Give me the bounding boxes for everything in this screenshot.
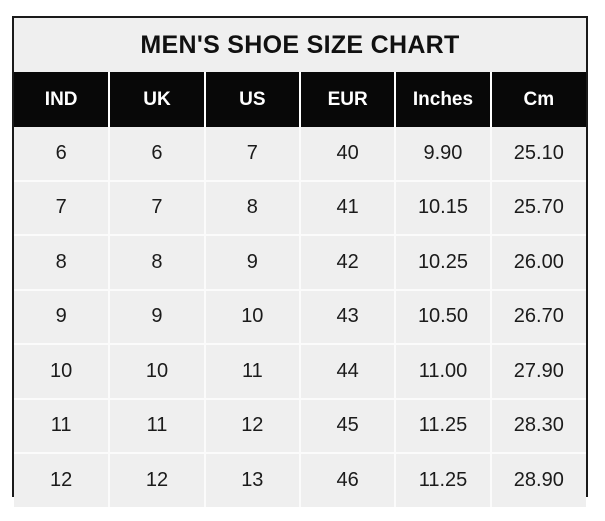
cell-ind: 12 xyxy=(14,453,111,507)
table-row: 6 6 7 40 9.90 25.10 xyxy=(14,127,586,182)
table-row: 12 12 13 46 11.25 28.90 xyxy=(14,453,586,507)
chart-title-row: MEN'S SHOE SIZE CHART xyxy=(14,18,586,72)
cell-inches: 10.25 xyxy=(395,235,492,291)
cell-eur: 41 xyxy=(299,180,397,236)
cell-cm: 27.90 xyxy=(490,344,586,400)
cell-uk: 9 xyxy=(109,289,206,345)
table-row: 11 11 12 45 11.25 28.30 xyxy=(14,398,586,454)
cell-cm: 25.70 xyxy=(490,180,586,236)
cell-inches: 10.50 xyxy=(395,289,492,345)
table-header-row: IND UK US EUR Inches Cm xyxy=(14,72,586,127)
cell-eur: 40 xyxy=(299,127,397,182)
column-header-inches: Inches xyxy=(395,72,492,127)
cell-us: 9 xyxy=(204,235,301,291)
cell-us: 7 xyxy=(204,127,301,182)
cell-us: 13 xyxy=(204,453,301,507)
cell-ind: 6 xyxy=(14,127,111,182)
cell-inches: 9.90 xyxy=(395,127,492,182)
chart-title: MEN'S SHOE SIZE CHART xyxy=(14,18,586,72)
cell-eur: 42 xyxy=(299,235,397,291)
column-header-eur: EUR xyxy=(299,72,397,127)
cell-us: 10 xyxy=(204,289,301,345)
table-row: 7 7 8 41 10.15 25.70 xyxy=(14,180,586,236)
column-header-ind: IND xyxy=(14,72,111,127)
cell-us: 11 xyxy=(204,344,301,400)
cell-eur: 44 xyxy=(299,344,397,400)
cell-cm: 25.10 xyxy=(490,127,586,182)
cell-cm: 28.90 xyxy=(490,453,586,507)
cell-cm: 26.70 xyxy=(490,289,586,345)
cell-ind: 9 xyxy=(14,289,111,345)
column-header-us: US xyxy=(204,72,301,127)
cell-inches: 11.25 xyxy=(395,398,492,454)
cell-uk: 8 xyxy=(109,235,206,291)
cell-us: 12 xyxy=(204,398,301,454)
cell-us: 8 xyxy=(204,180,301,236)
cell-inches: 11.00 xyxy=(395,344,492,400)
cell-ind: 10 xyxy=(14,344,111,400)
cell-uk: 12 xyxy=(109,453,206,507)
cell-uk: 10 xyxy=(109,344,206,400)
cell-eur: 43 xyxy=(299,289,397,345)
table-row: 8 8 9 42 10.25 26.00 xyxy=(14,235,586,291)
cell-uk: 6 xyxy=(109,127,206,182)
cell-ind: 11 xyxy=(14,398,111,454)
shoe-size-table: MEN'S SHOE SIZE CHART IND UK US EUR Inch… xyxy=(14,18,586,507)
cell-cm: 28.30 xyxy=(490,398,586,454)
table-row: 9 9 10 43 10.50 26.70 xyxy=(14,289,586,345)
column-header-uk: UK xyxy=(109,72,206,127)
cell-eur: 45 xyxy=(299,398,397,454)
cell-ind: 7 xyxy=(14,180,111,236)
cell-uk: 11 xyxy=(109,398,206,454)
cell-eur: 46 xyxy=(299,453,397,507)
cell-cm: 26.00 xyxy=(490,235,586,291)
cell-inches: 10.15 xyxy=(395,180,492,236)
cell-uk: 7 xyxy=(109,180,206,236)
cell-ind: 8 xyxy=(14,235,111,291)
column-header-cm: Cm xyxy=(490,72,586,127)
table-row: 10 10 11 44 11.00 27.90 xyxy=(14,344,586,400)
size-chart-container: MEN'S SHOE SIZE CHART IND UK US EUR Inch… xyxy=(12,16,588,507)
cell-inches: 11.25 xyxy=(395,453,492,507)
